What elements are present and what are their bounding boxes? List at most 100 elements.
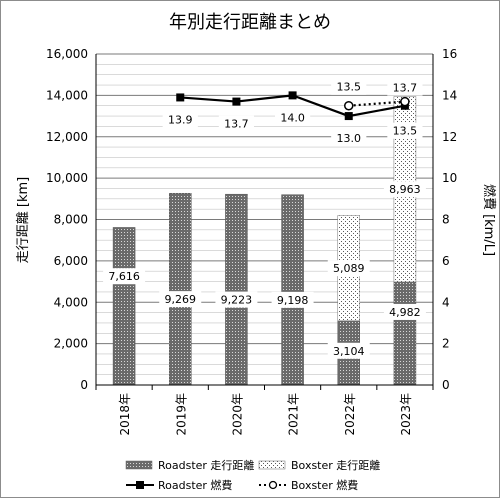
y-right-tick-label: 6	[442, 254, 450, 268]
data-label-boxster-distance-bg	[383, 181, 426, 198]
bar-roadster-distance	[281, 194, 304, 386]
point-roadster-fuel	[176, 93, 185, 102]
data-label-boxster-fuel-text: 13.7	[393, 82, 418, 95]
axes	[95, 54, 434, 390]
data-label-boxster-fuel-bg	[331, 78, 367, 95]
data-label-roadster-fuel-bg	[218, 115, 255, 132]
data-labels: 7,616 9,269 13.9 9,223 13.7 9,198 14.0 3,104 5,0…	[103, 78, 426, 359]
grid-lines	[96, 53, 433, 375]
legend-boxster-fuel-label: Boxster 燃費	[291, 478, 358, 492]
point-roadster-fuel	[232, 97, 241, 106]
y-right-tick-label: 10	[442, 171, 457, 185]
data-label-roadster-distance-bg	[159, 291, 202, 308]
x-tick-label: 2021年	[287, 393, 301, 436]
data-label-roadster-distance: 3,104	[327, 342, 370, 359]
data-label-roadster-fuel: 13.7	[218, 115, 255, 132]
y-left-tick-label: 4,000	[54, 295, 88, 309]
data-label-roadster-fuel: 14.0	[274, 109, 311, 126]
y-left-tick-label: 2,000	[54, 337, 88, 351]
legend-boxster-fuel-swatch-marker	[268, 480, 278, 490]
data-label-roadster-fuel-text: 14.0	[280, 111, 305, 124]
data-label-roadster-distance-bg	[215, 291, 258, 308]
x-tick-label: 2019年	[174, 393, 188, 436]
legend-boxster-distance-swatch	[258, 460, 286, 470]
tick-labels: 0 2,000 4,000 6,000 8,000 10,000 12,000 14,000 1…	[46, 47, 457, 436]
data-label-roadster-distance-text: 9,223	[221, 294, 253, 307]
point-roadster-fuel	[344, 112, 353, 121]
legend-item: Boxster 燃費	[259, 478, 358, 492]
data-label-boxster-fuel-bg	[387, 79, 423, 96]
bars	[112, 96, 417, 386]
legend-roadster-distance-label: Roadster 走行距離	[158, 458, 254, 472]
line-boxster-fuel	[348, 100, 405, 107]
y-right-tick-label: 12	[442, 130, 457, 144]
legend-roadster-distance-swatch	[125, 460, 153, 470]
data-label-roadster-fuel: 13.9	[162, 111, 198, 128]
data-label-roadster-fuel-text: 13.5	[393, 125, 418, 138]
data-label-roadster-distance-text: 9,198	[277, 294, 309, 307]
y-right-axis-label: 燃費 [km/L]	[481, 184, 497, 256]
data-label-roadster-fuel-bg	[274, 109, 311, 126]
y-right-tick-label: 2	[442, 337, 450, 351]
bar-roadster-distance	[169, 192, 192, 386]
y-left-tick-label: 8,000	[54, 213, 88, 227]
data-label-boxster-fuel-text: 13.5	[337, 81, 362, 94]
data-label-roadster-distance-bg	[103, 268, 146, 285]
data-label-roadster-fuel-text: 13.0	[337, 132, 362, 145]
data-label-roadster-distance-text: 9,269	[165, 293, 197, 306]
data-label-roadster-distance: 9,223	[215, 291, 258, 308]
chart-title: 年別走行距離まとめ	[169, 12, 331, 33]
legend-roadster-fuel-label: Roadster 燃費	[158, 478, 232, 492]
y-right-tick-label: 14	[442, 88, 457, 102]
data-label-roadster-fuel: 13.0	[331, 130, 367, 147]
y-left-tick-label: 16,000	[46, 47, 88, 61]
data-label-roadster-fuel-bg	[331, 130, 367, 147]
y-right-tick-label: 4	[442, 295, 450, 309]
bar-roadster-distance	[112, 227, 136, 386]
data-label-roadster-fuel-text: 13.7	[224, 118, 249, 131]
data-label-boxster-distance: 5,089	[327, 260, 370, 277]
y-left-tick-label: 0	[80, 378, 88, 392]
data-label-roadster-distance: 7,616	[103, 268, 146, 285]
x-tick-label: 2022年	[343, 393, 357, 436]
point-boxster-fuel	[400, 96, 410, 107]
data-label-boxster-distance-bg	[327, 260, 370, 277]
legend-item: Roadster 燃費	[126, 478, 232, 492]
data-label-roadster-distance: 4,982	[383, 303, 426, 320]
data-label-roadster-distance-text: 3,104	[333, 345, 365, 358]
y-right-tick-label: 0	[442, 378, 450, 392]
y-right-tick-label: 16	[442, 47, 457, 61]
data-label-boxster-fuel: 13.7	[387, 79, 423, 96]
point-roadster-fuel	[288, 91, 297, 100]
y-left-tick-label: 6,000	[54, 254, 88, 268]
data-label-roadster-distance: 9,269	[159, 291, 202, 308]
fuel-lines	[176, 91, 410, 121]
data-label-roadster-distance-text: 4,982	[389, 306, 421, 319]
y-left-axis-label: 走行距離 [km]	[16, 177, 31, 263]
y-left-tick-label: 14,000	[46, 88, 88, 102]
legend-item: Boxster 走行距離	[258, 458, 380, 472]
data-label-roadster-distance-bg	[327, 342, 370, 359]
y-left-tick-label: 12,000	[46, 130, 88, 144]
y-right-tick-label: 8	[442, 213, 450, 227]
data-label-roadster-fuel-bg	[387, 122, 423, 139]
data-label-boxster-fuel: 13.5	[331, 78, 367, 95]
data-label-roadster-fuel-text: 13.9	[168, 113, 193, 126]
data-label-boxster-distance-text: 8,963	[389, 183, 421, 196]
bar-roadster-distance	[393, 281, 417, 386]
data-label-roadster-distance: 9,198	[271, 291, 314, 308]
x-tick-label: 2018年	[118, 393, 132, 436]
data-label-boxster-distance-text: 5,089	[333, 262, 365, 275]
bar-roadster-distance	[225, 193, 248, 386]
data-label-roadster-distance-bg	[271, 291, 314, 308]
x-tick-label: 2020年	[230, 393, 244, 436]
legend-roadster-fuel-swatch-marker	[136, 481, 144, 489]
data-label-roadster-fuel: 13.5	[387, 122, 423, 139]
legend: Roadster 走行距離 Boxster 走行距離 Roadster 燃費 Boxs…	[125, 458, 380, 492]
legend-item: Roadster 走行距離	[125, 458, 254, 472]
x-tick-label: 2023年	[399, 393, 413, 436]
y-left-tick-label: 10,000	[46, 171, 88, 185]
data-label-roadster-distance-text: 7,616	[108, 270, 140, 283]
